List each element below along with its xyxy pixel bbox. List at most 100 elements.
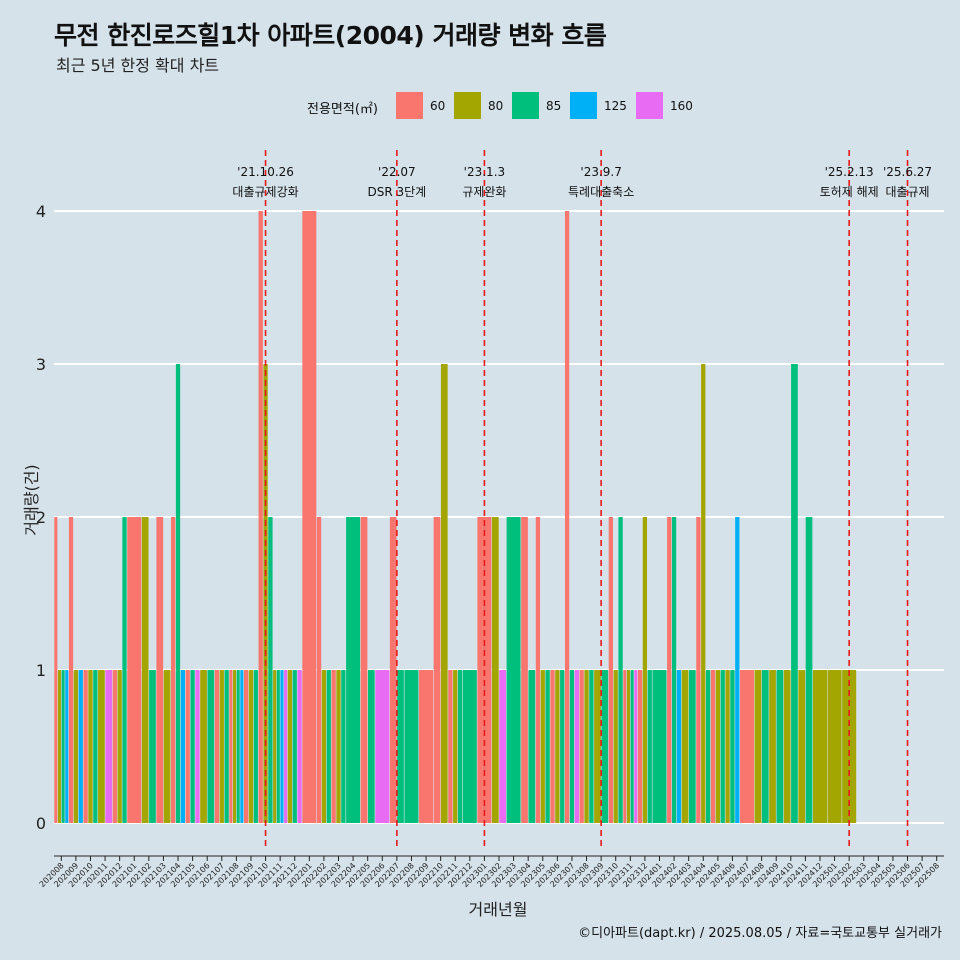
bar-80-202403 [681, 670, 689, 823]
bar-80-202109 [248, 670, 254, 823]
bar-85-202310 [618, 517, 623, 823]
bar-60-202209 [419, 670, 434, 823]
bar-85-202311 [630, 670, 634, 823]
bar-60-202009 [68, 517, 74, 823]
bar-80-202009 [73, 670, 79, 823]
annotation-label: DSR 3단계 [368, 185, 427, 199]
bar-85-202207 [397, 670, 404, 823]
bar-80-202308 [584, 670, 589, 823]
bar-60-202311 [623, 670, 627, 823]
y-tick-label: 0 [36, 814, 46, 833]
bar-85-202312 [647, 670, 652, 823]
bar-160-202105 [195, 670, 200, 823]
bar-60-202110 [258, 211, 263, 823]
bar-125-202406 [735, 517, 740, 823]
chart-subtitle: 최근 5년 한정 확대 차트 [56, 56, 220, 75]
bar-80-202203 [336, 670, 341, 823]
bar-85-202307 [569, 670, 575, 823]
bar-80-202202 [321, 670, 327, 823]
bar-160-202111 [284, 670, 288, 823]
bar-60-202008 [54, 517, 58, 823]
bar-85-202108 [236, 670, 240, 823]
bar-160-202112 [297, 670, 302, 823]
bar-60-202306 [550, 670, 555, 823]
bar-60-202211 [448, 670, 453, 823]
bar-80-202305 [540, 670, 545, 823]
bar-60-202405 [710, 670, 716, 823]
bar-60-202010 [83, 670, 88, 823]
bar-160-202307 [574, 670, 579, 823]
bar-160-202311 [634, 670, 638, 823]
legend-label-80: 80 [488, 99, 504, 113]
bar-80-202412 [812, 670, 827, 823]
bar-80-202107 [219, 670, 224, 823]
bar-85-202306 [560, 670, 565, 823]
bar-60-202312 [637, 670, 643, 823]
bar-60-202310 [608, 517, 613, 823]
bar-85-202107 [224, 670, 229, 823]
bar-85-202111 [276, 670, 280, 823]
bar-80-202302 [492, 517, 499, 823]
bar-60-202308 [579, 670, 584, 823]
bar-80-202311 [626, 670, 631, 823]
bar-85-202403 [688, 670, 696, 823]
bar-85-202308 [589, 670, 594, 823]
chart-caption: ©디아파트(dapt.kr) / 2025.08.05 / 자료=국토교통부 실… [578, 926, 942, 941]
bar-60-202305 [535, 517, 541, 823]
bar-85-202402 [671, 517, 677, 823]
bar-80-202106 [200, 670, 207, 823]
bar-85-202112 [292, 670, 297, 823]
bar-60-202203 [331, 670, 336, 823]
bar-85-202110 [268, 517, 273, 823]
bar-85-202303 [506, 517, 521, 823]
bar-80-202405 [715, 670, 720, 823]
bar-80-202502 [842, 670, 857, 823]
bar-80-202306 [555, 670, 560, 823]
legend-label-160: 160 [670, 99, 693, 113]
bar-85-202204 [346, 517, 361, 823]
bar-60-202107 [214, 670, 220, 823]
bar-85-202401 [652, 670, 667, 823]
bar-60-202207 [389, 517, 397, 823]
bar-80-202501 [827, 670, 842, 823]
bar-125-202111 [280, 670, 284, 823]
bar-85-202309 [601, 670, 609, 823]
bar-125-202108 [240, 670, 244, 823]
x-axis-title: 거래년월 [468, 900, 528, 919]
bar-80-202102 [141, 517, 149, 823]
bar-85-202212 [462, 670, 477, 823]
bar-85-202205 [367, 670, 375, 823]
bar-85-202408 [761, 670, 769, 823]
annotation-date: '22.07 [378, 165, 416, 179]
bar-80-202010 [88, 670, 93, 823]
annotation-date: '23.9.7 [580, 165, 621, 179]
bar-85-202208 [404, 670, 419, 823]
chart-title: 무전 한진로즈힐1차 아파트(2004) 거래량 변화 흐름 [54, 21, 607, 50]
bar-80-202112 [287, 670, 293, 823]
bar-60-202404 [696, 517, 701, 823]
bar-85-202105 [190, 670, 195, 823]
bar-80-202211 [453, 670, 458, 823]
bar-85-202405 [720, 670, 725, 823]
bar-60-202103 [156, 517, 164, 823]
bar-85-202102 [149, 670, 156, 823]
bar-85-202106 [207, 670, 215, 823]
annotation-date: '23.1.3 [464, 165, 505, 179]
bar-60-202108 [229, 670, 233, 823]
bar-85-202109 [253, 670, 258, 823]
legend-swatch-125 [570, 92, 597, 119]
bar-60-202205 [360, 517, 368, 823]
bar-160-202206 [375, 670, 390, 823]
annotation-date: '25.2.13 [825, 165, 874, 179]
bar-80-202108 [233, 670, 237, 823]
bar-60-202109 [243, 670, 249, 823]
bar-80-202404 [701, 364, 706, 823]
bar-80-202210 [440, 364, 448, 823]
legend-title: 전용면적(㎡) [307, 102, 378, 117]
bar-85-202012 [122, 517, 127, 823]
bar-80-202409 [769, 670, 776, 823]
y-tick-label: 1 [36, 661, 46, 680]
bar-85-202104 [175, 364, 181, 823]
